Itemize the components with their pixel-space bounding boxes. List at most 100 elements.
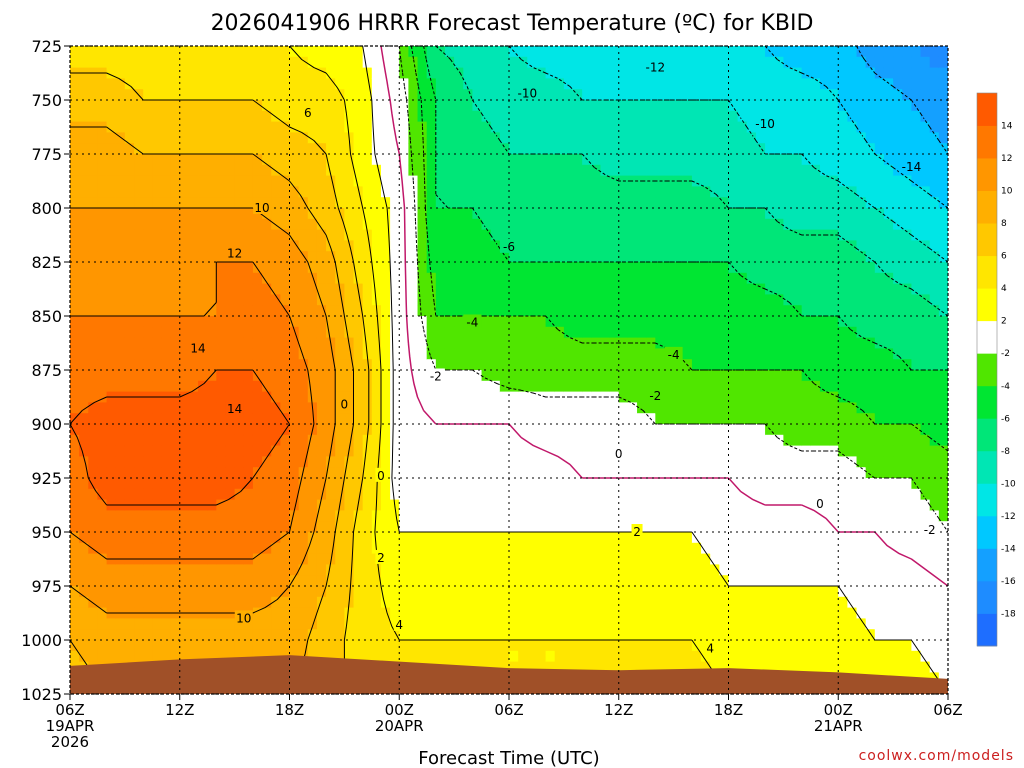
temperature-cell: [170, 46, 181, 58]
temperature-cell: [179, 294, 190, 306]
temperature-cell: [353, 208, 364, 220]
temperature-cell: [207, 186, 217, 198]
temperature-cell: [344, 251, 355, 263]
temperature-cell: [216, 89, 227, 101]
temperature-cell: [746, 434, 757, 447]
temperature-cell: [554, 46, 565, 58]
temperature-cell: [408, 208, 419, 220]
temperature-cell: [124, 521, 135, 533]
temperature-cell: [819, 154, 830, 166]
temperature-cell: [701, 272, 711, 285]
temperature-cell: [435, 283, 446, 295]
temperature-cell: [755, 89, 766, 101]
temperature-cell: [454, 359, 464, 371]
temperature-cell: [399, 640, 409, 652]
temperature-cell: [207, 121, 217, 133]
temperature-cell: [609, 434, 620, 447]
temperature-cell: [573, 640, 583, 652]
temperature-cell: [79, 240, 89, 252]
temperature-cell: [97, 532, 108, 544]
temperature-cell: [509, 607, 519, 619]
temperature-cell: [252, 359, 263, 371]
temperature-cell: [710, 380, 720, 393]
temperature-cell: [691, 532, 702, 544]
temperature-cell: [819, 586, 830, 598]
temperature-cell: [563, 132, 574, 144]
temperature-cell: [198, 208, 208, 220]
temperature-cell: [106, 596, 117, 609]
temperature-cell: [435, 175, 446, 187]
temperature-cell: [801, 499, 812, 511]
temperature-cell: [280, 337, 291, 349]
temperature-cell: [326, 650, 336, 663]
temperature-cell: [600, 67, 611, 79]
temperature-cell: [207, 56, 217, 69]
temperature-cell: [152, 305, 163, 317]
temperature-cell: [573, 121, 583, 133]
temperature-cell: [70, 434, 80, 447]
temperature-cell: [326, 629, 336, 641]
temperature-cell: [518, 67, 528, 79]
temperature-cell: [673, 434, 684, 447]
temperature-cell: [810, 294, 821, 306]
temperature-cell: [152, 89, 163, 101]
temperature-cell: [335, 121, 345, 133]
temperature-cell: [170, 175, 181, 187]
temperature-cell: [225, 67, 236, 79]
temperature-cell: [637, 650, 647, 663]
temperature-cell: [472, 640, 483, 652]
temperature-cell: [701, 650, 711, 663]
temperature-cell: [673, 294, 684, 306]
temperature-cell: [573, 478, 583, 490]
temperature-cell: [765, 67, 775, 79]
temperature-cell: [664, 564, 675, 576]
temperature-cell: [682, 596, 693, 609]
temperature-cell: [509, 596, 519, 609]
temperature-cell: [426, 510, 437, 522]
temperature-cell: [746, 154, 757, 166]
temperature-cell: [234, 326, 245, 339]
temperature-cell: [472, 499, 483, 511]
temperature-cell: [463, 132, 474, 144]
temperature-cell: [70, 402, 80, 414]
temperature-cell: [792, 294, 803, 306]
temperature-cell: [207, 262, 217, 274]
temperature-cell: [399, 413, 409, 425]
temperature-cell: [316, 618, 327, 630]
temperature-cell: [536, 424, 547, 436]
temperature-cell: [207, 424, 217, 436]
temperature-cell: [463, 424, 474, 436]
temperature-cell: [682, 618, 693, 630]
temperature-cell: [79, 197, 89, 209]
temperature-cell: [463, 326, 474, 339]
temperature-cell: [819, 370, 830, 382]
temperature-cell: [70, 78, 80, 90]
temperature-cell: [591, 586, 602, 598]
temperature-cell: [509, 380, 519, 393]
temperature-cell: [216, 67, 227, 79]
temperature-cell: [124, 67, 135, 79]
temperature-cell: [344, 510, 355, 522]
temperature-cell: [627, 305, 638, 317]
temperature-cell: [207, 305, 217, 317]
temperature-cell: [454, 499, 464, 511]
temperature-cell: [399, 143, 409, 155]
temperature-cell: [225, 326, 236, 339]
temperature-cell: [198, 175, 208, 187]
temperature-cell: [792, 575, 803, 587]
temperature-cell: [682, 586, 693, 598]
temperature-cell: [417, 607, 428, 619]
temperature-cell: [545, 208, 556, 220]
temperature-cell: [819, 359, 830, 371]
temperature-cell: [179, 197, 190, 209]
temperature-cell: [97, 272, 108, 285]
temperature-cell: [271, 586, 281, 598]
temperature-cell: [737, 272, 748, 285]
temperature-cell: [801, 424, 812, 436]
temperature-cell: [271, 478, 281, 490]
temperature-cell: [435, 251, 446, 263]
temperature-cell: [810, 478, 821, 490]
temperature-cell: [810, 78, 821, 90]
temperature-cell: [582, 251, 592, 263]
temperature-cell: [701, 456, 711, 468]
